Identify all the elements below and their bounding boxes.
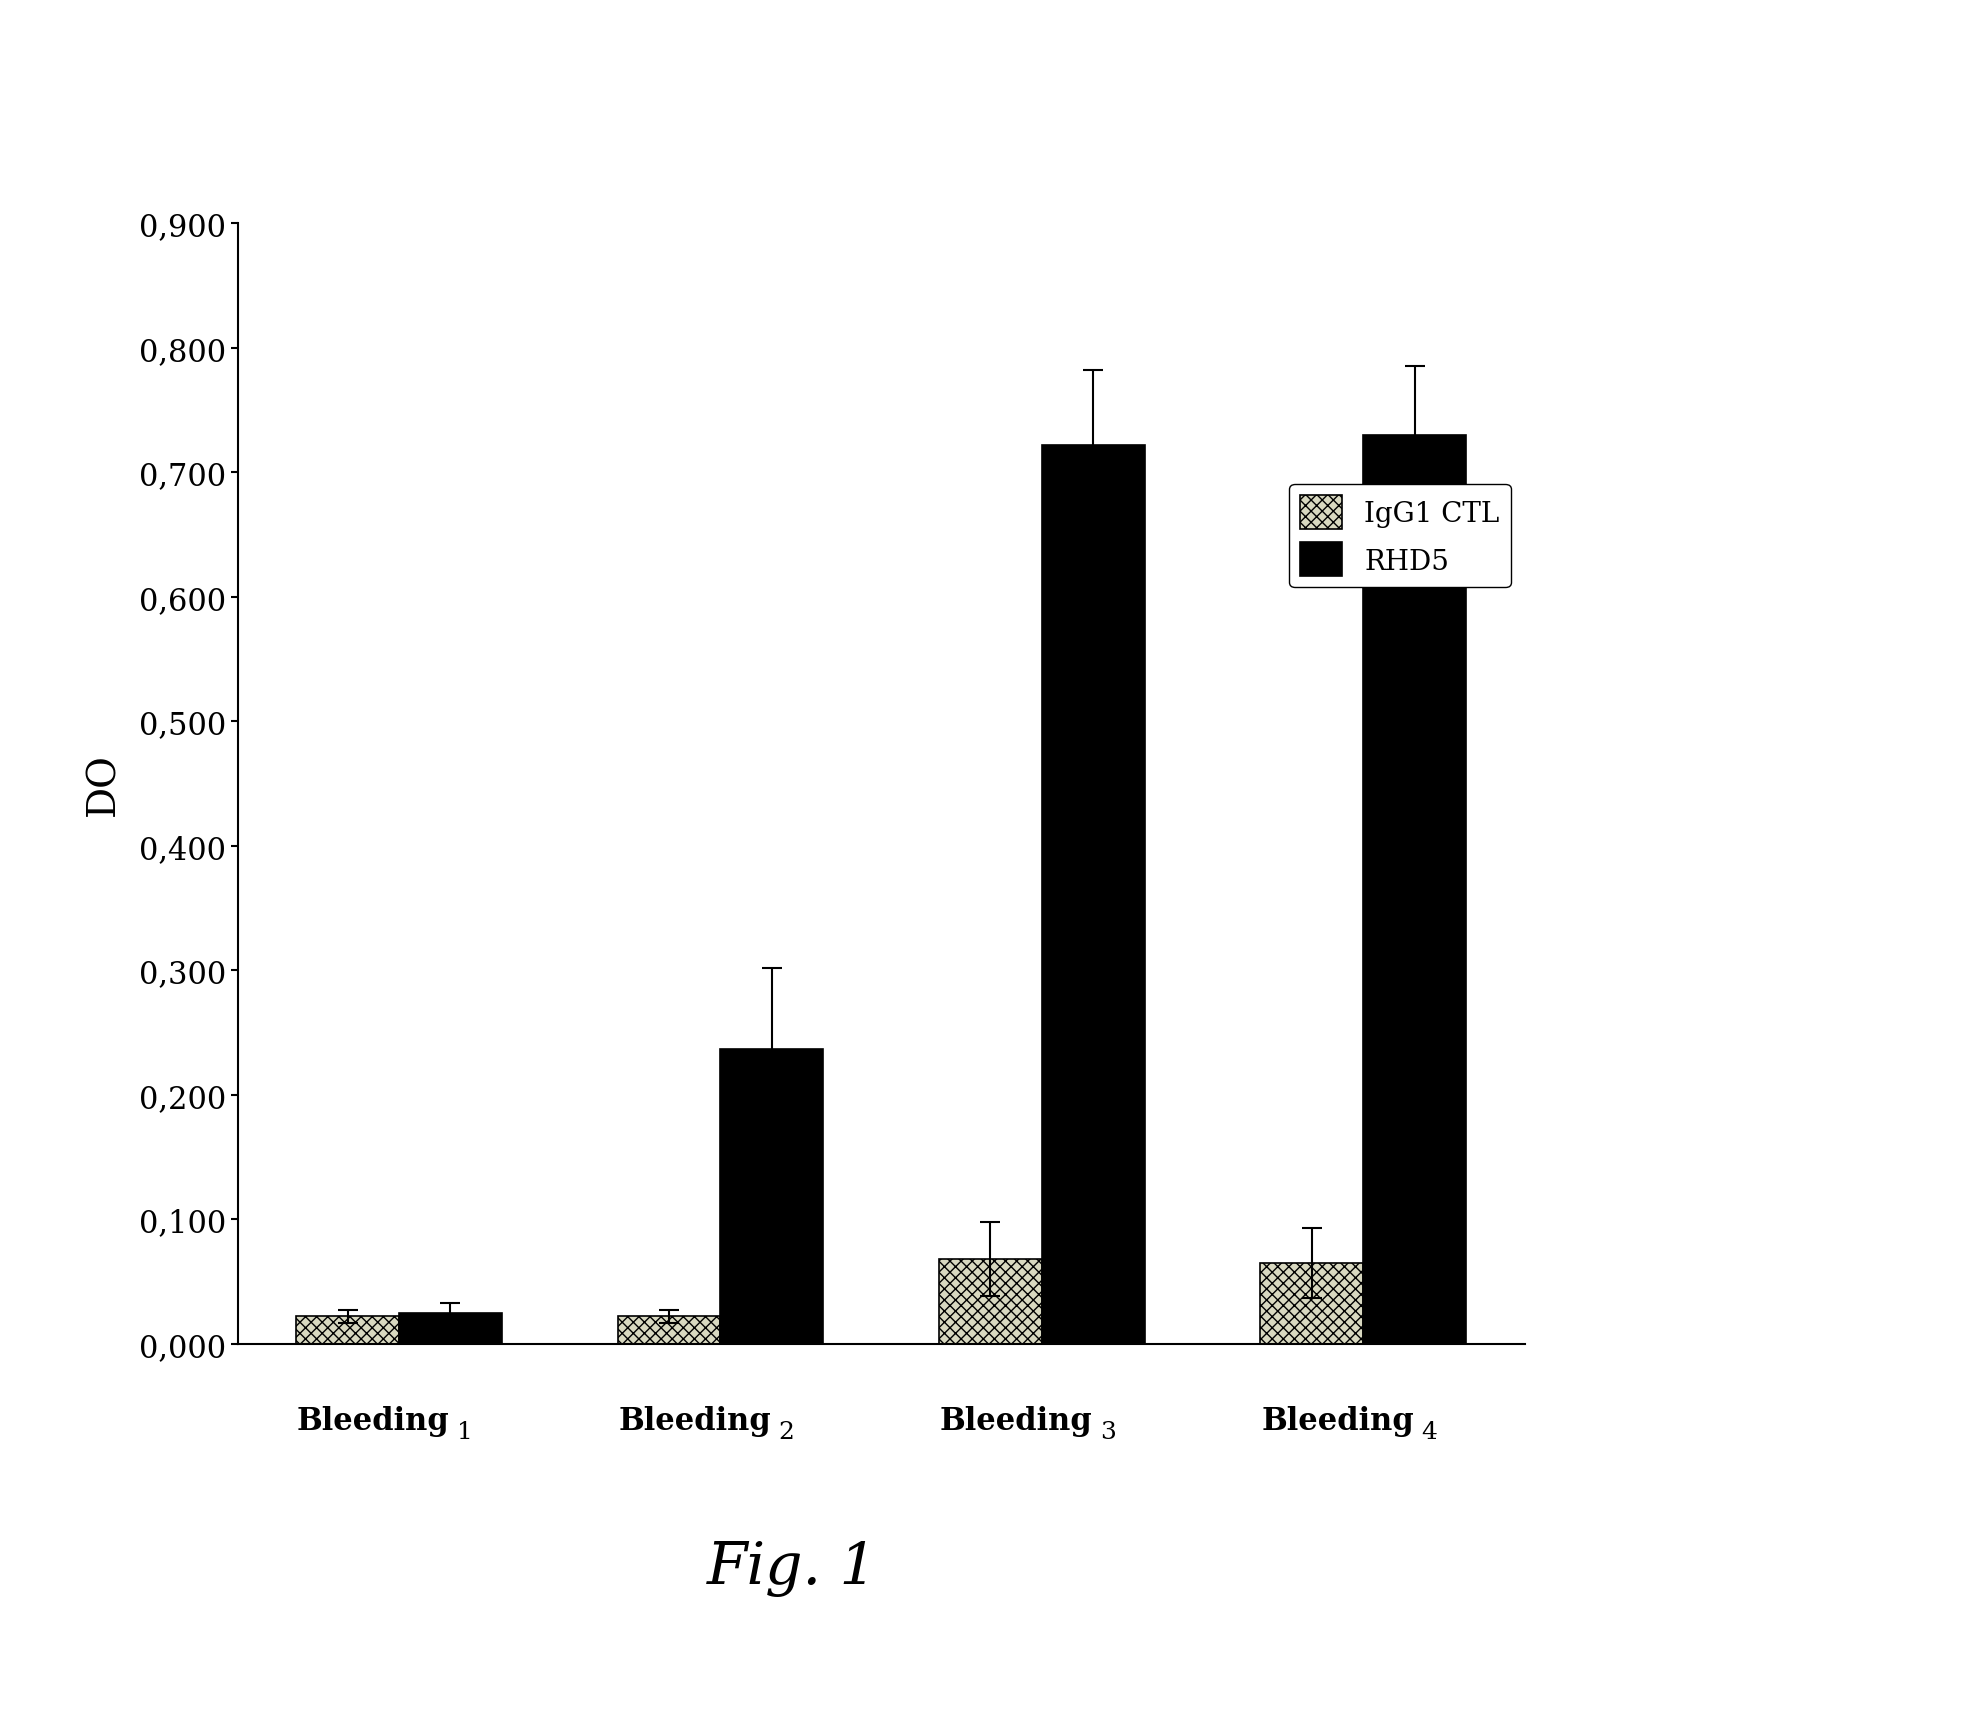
Bar — [1261, 1263, 1364, 1344]
Text: Bleeding: Bleeding — [618, 1406, 770, 1437]
Bar — [297, 1316, 398, 1344]
Text: 1: 1 — [457, 1420, 473, 1444]
Bar — [398, 1313, 501, 1344]
Y-axis label: DO: DO — [85, 753, 123, 815]
Text: 3: 3 — [1099, 1420, 1115, 1444]
Bar — [939, 1260, 1041, 1344]
Bar — [1041, 446, 1144, 1344]
Legend: IgG1 CTL, RHD5: IgG1 CTL, RHD5 — [1289, 484, 1511, 588]
Text: Fig. 1: Fig. 1 — [707, 1540, 877, 1595]
Text: 2: 2 — [778, 1420, 794, 1444]
Bar — [618, 1316, 721, 1344]
Text: Bleeding: Bleeding — [297, 1406, 449, 1437]
Bar — [721, 1049, 824, 1344]
Text: Bleeding: Bleeding — [1261, 1406, 1414, 1437]
Text: Bleeding: Bleeding — [940, 1406, 1093, 1437]
Bar — [1364, 436, 1465, 1344]
Text: 4: 4 — [1422, 1420, 1437, 1444]
